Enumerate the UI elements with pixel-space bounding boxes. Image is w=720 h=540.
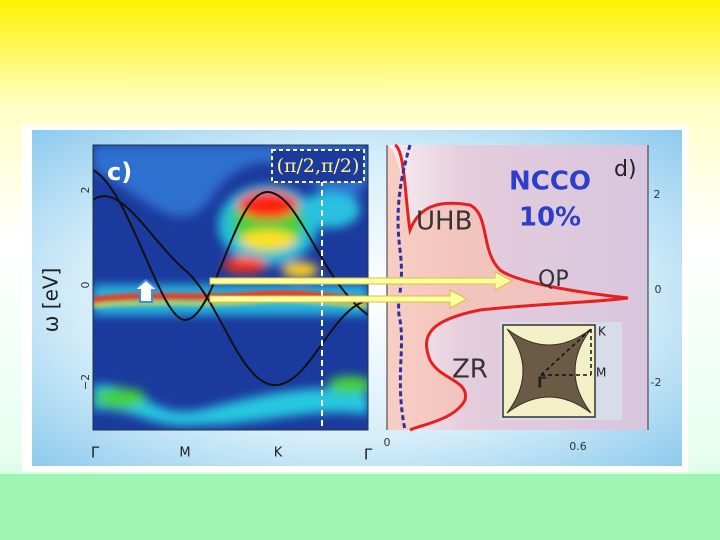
- arrow-icon: [131, 278, 161, 303]
- panel-c-label: c): [107, 158, 132, 186]
- x-tick-label: 0.6: [569, 440, 587, 453]
- inset-label: M: [596, 366, 606, 380]
- x-tick-label: 0: [384, 436, 391, 449]
- k-label: (π/2,π/2): [277, 155, 360, 177]
- y-tick-label: 0: [79, 282, 92, 289]
- x-tick-label: Γ: [364, 446, 373, 464]
- x-tick-label: M: [179, 446, 190, 461]
- y-tick-label: -2: [651, 376, 662, 389]
- x-tick-label: K: [274, 446, 283, 461]
- y-axis-label: ω [eV]: [39, 268, 63, 333]
- inset-label: Γ: [537, 374, 547, 392]
- material: NCCO: [509, 167, 591, 197]
- feature-label: ZR: [452, 355, 488, 385]
- panel-c-border: [92, 144, 369, 431]
- spectrum-curve: [393, 143, 629, 432]
- y-tick-label: −2: [79, 374, 92, 390]
- y-tick-label: 0: [655, 283, 662, 296]
- inset-label: K: [598, 325, 607, 339]
- arrows: [209, 271, 514, 309]
- x-tick-label: Γ: [91, 444, 100, 462]
- inset: [500, 322, 622, 420]
- y-tick-label: 2: [79, 187, 92, 194]
- spectrum-dashed: [396, 144, 412, 431]
- doping: 10%: [519, 203, 581, 233]
- k-label-box: [271, 149, 365, 183]
- feature-label: UHB: [416, 207, 472, 237]
- y-tick-label: 2: [654, 188, 661, 201]
- panel-d-label: d): [614, 157, 637, 182]
- feature-label: QP: [538, 267, 569, 292]
- spectrum-fill: [387, 145, 628, 430]
- bottom-band: [0, 474, 720, 540]
- panel-c-map: [93, 145, 368, 430]
